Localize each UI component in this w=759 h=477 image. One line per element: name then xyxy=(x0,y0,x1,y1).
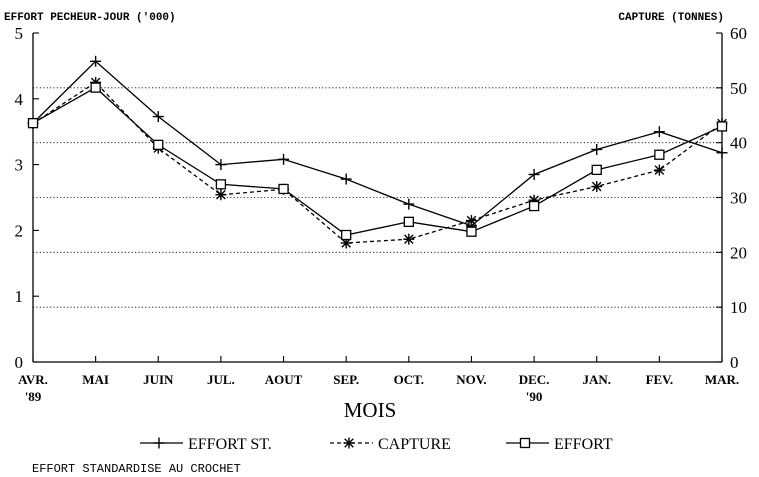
series-point-0 xyxy=(528,168,540,180)
series-group xyxy=(27,55,728,249)
series-point-0 xyxy=(591,143,603,155)
series-point-1 xyxy=(403,233,415,245)
series-line-1 xyxy=(32,81,723,244)
left-tick-label: 3 xyxy=(15,156,24,175)
month-label: AOUT xyxy=(265,372,303,387)
series-point-2 xyxy=(153,139,164,151)
series-point-0 xyxy=(716,147,728,159)
left-tick-label: 2 xyxy=(15,221,24,240)
series-point-0 xyxy=(215,159,227,171)
left-ticks: 0 1 2 3 4 5 xyxy=(15,24,39,372)
series-point-2 xyxy=(716,121,728,132)
legend-marker xyxy=(519,437,531,449)
legend-label: EFFORT ST. xyxy=(188,436,272,453)
right-ticks: 0 10 20 30 40 50 60 xyxy=(716,24,747,372)
month-label: MAR. xyxy=(705,372,739,387)
series-point-0 xyxy=(90,55,102,67)
series-point-2 xyxy=(341,229,352,241)
right-tick-label: 60 xyxy=(730,24,747,43)
left-tick-label: 0 xyxy=(15,353,24,372)
series-line-0 xyxy=(32,60,723,227)
legend-item: CAPTURE xyxy=(330,436,451,453)
series-point-0 xyxy=(340,173,352,185)
series-point-2 xyxy=(528,200,540,212)
grid xyxy=(33,87,722,308)
year-label: '90 xyxy=(526,389,543,404)
month-label: FEV. xyxy=(646,372,674,387)
series-point-0 xyxy=(653,126,665,138)
series-point-0 xyxy=(403,198,415,210)
year-label: '89 xyxy=(25,389,42,404)
series-point-0 xyxy=(152,111,164,123)
month-label: SEP. xyxy=(333,372,359,387)
legend: EFFORT ST. CAPTURE EFFORT xyxy=(140,436,613,453)
legend-item: EFFORT xyxy=(506,436,613,453)
right-tick-label: 40 xyxy=(730,134,747,153)
left-axis-label: EFFORT PECHEUR-JOUR ('000) xyxy=(4,12,176,24)
right-tick-label: 30 xyxy=(730,189,747,208)
right-tick-label: 0 xyxy=(730,353,739,372)
legend-marker xyxy=(153,437,165,449)
series-point-2 xyxy=(278,183,289,195)
series-point-1 xyxy=(215,189,227,201)
footnote: EFFORT STANDARDISE AU CROCHET xyxy=(32,462,241,476)
series-point-2 xyxy=(466,226,477,237)
month-label: OCT. xyxy=(394,372,424,387)
x-axis-title: MOIS xyxy=(344,398,397,422)
month-label: MAI xyxy=(82,372,109,387)
series-point-1 xyxy=(465,215,477,227)
legend-marker xyxy=(343,437,355,449)
x-ticks: AVR. '89 MAI JUIN JUL. AOUT SEP. OCT. NOV. DEC. '9… xyxy=(18,356,739,404)
series-point-2 xyxy=(403,216,414,227)
right-tick-label: 10 xyxy=(730,298,747,317)
legend-label: EFFORT xyxy=(554,436,613,453)
left-tick-label: 5 xyxy=(15,24,24,43)
month-label: DEC. xyxy=(519,372,550,387)
left-tick-label: 1 xyxy=(15,287,24,306)
series-point-2 xyxy=(654,149,665,160)
legend-label: CAPTURE xyxy=(378,436,451,453)
series-point-1 xyxy=(653,164,665,176)
series-point-1 xyxy=(591,181,603,193)
month-label: JUIN xyxy=(143,372,174,387)
left-tick-label: 4 xyxy=(15,90,24,109)
month-label: JUL. xyxy=(207,372,235,387)
right-tick-label: 20 xyxy=(730,243,747,262)
series-point-2 xyxy=(215,179,227,190)
right-axis-label: CAPTURE (TONNES) xyxy=(618,12,724,24)
legend-item: EFFORT ST. xyxy=(140,436,272,453)
series-point-2 xyxy=(90,82,101,93)
series-point-0 xyxy=(278,153,290,165)
month-label: AVR. xyxy=(18,372,48,387)
month-label: JAN. xyxy=(582,372,611,387)
month-label: NOV. xyxy=(456,372,486,387)
series-point-2 xyxy=(591,164,602,176)
series-point-2 xyxy=(27,117,39,129)
right-tick-label: 50 xyxy=(730,79,747,98)
series-line-2 xyxy=(32,86,723,236)
